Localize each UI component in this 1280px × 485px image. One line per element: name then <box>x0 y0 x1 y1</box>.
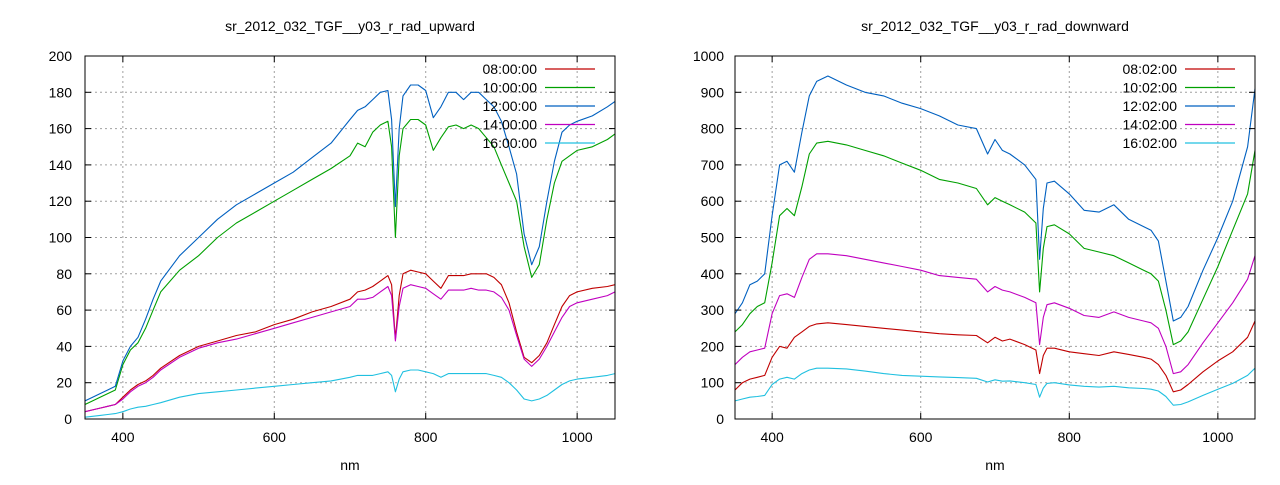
x-tick-label: 800 <box>1058 429 1082 445</box>
series-line-1 <box>735 320 1255 393</box>
y-tick-label: 40 <box>56 338 72 354</box>
legend-label: 16:02:00 <box>1123 135 1178 151</box>
y-tick-label: 200 <box>49 48 73 64</box>
y-tick-label: 20 <box>56 375 72 391</box>
y-tick-label: 60 <box>56 302 72 318</box>
legend-label: 12:02:00 <box>1123 98 1178 114</box>
legend-label: 14:00:00 <box>483 117 538 133</box>
x-tick-label: 1000 <box>562 429 593 445</box>
legend: 08:02:00 10:02:00 12:02:00 14:02:00 16:02:00 <box>1123 61 1235 151</box>
y-tick-label: 0 <box>716 411 724 427</box>
chart-title: sr_2012_032_TGF__y03_r_rad_downward <box>861 18 1129 34</box>
chart-title: sr_2012_032_TGF__y03_r_rad_upward <box>225 18 475 34</box>
y-tick-label: 100 <box>701 375 725 391</box>
legend-label: 08:02:00 <box>1123 61 1178 77</box>
legend-label: 10:00:00 <box>483 80 538 96</box>
y-tick-label: 600 <box>701 193 725 209</box>
series-line-2 <box>85 118 615 405</box>
chart-panel-2: 400 600 800 1000 0 100 200 300 400 500 600 700 800 90… <box>693 18 1256 473</box>
y-tick-label: 900 <box>701 84 725 100</box>
y-tick-label: 300 <box>701 302 725 318</box>
y-tick-label: 140 <box>49 157 73 173</box>
y-tick-label: 120 <box>49 193 73 209</box>
x-axis-label: nm <box>340 457 359 473</box>
x-tick-label: 400 <box>760 429 784 445</box>
chart-panel-1: 400 600 800 1000 0 20 40 60 80 100 120 140 160 180 200… <box>49 18 616 473</box>
series-line-3 <box>735 75 1255 322</box>
y-tick-label: 1000 <box>693 48 724 64</box>
y-tick-label: 700 <box>701 157 725 173</box>
x-tick-label: 400 <box>111 429 135 445</box>
y-tick-label: 160 <box>49 121 73 137</box>
y-tick-label: 80 <box>56 266 72 282</box>
series-line-5 <box>85 369 615 418</box>
y-tick-label: 100 <box>49 230 73 246</box>
legend-label: 12:00:00 <box>483 98 538 114</box>
legend: 08:00:00 10:00:00 12:00:00 14:00:00 16:00:00 <box>483 61 595 151</box>
y-tick-label: 180 <box>49 84 73 100</box>
series-line-1 <box>85 269 615 413</box>
series-line-4 <box>85 284 615 413</box>
x-tick-label: 600 <box>909 429 933 445</box>
legend-label: 10:02:00 <box>1123 80 1178 96</box>
series-line-2 <box>735 140 1255 346</box>
legend-label: 08:00:00 <box>483 61 538 77</box>
y-tick-label: 800 <box>701 121 725 137</box>
series-line-4 <box>735 253 1255 375</box>
y-tick-label: 400 <box>701 266 725 282</box>
series-group <box>85 84 615 418</box>
series-group <box>735 75 1255 406</box>
x-tick-label: 600 <box>263 429 287 445</box>
y-tick-label: 0 <box>64 411 72 427</box>
y-tick-label: 200 <box>701 338 725 354</box>
x-tick-label: 800 <box>414 429 438 445</box>
series-line-5 <box>735 367 1255 406</box>
x-tick-label: 1000 <box>1202 429 1233 445</box>
series-line-3 <box>85 84 615 402</box>
y-tick-label: 500 <box>701 230 725 246</box>
legend-label: 16:00:00 <box>483 135 538 151</box>
x-axis-label: nm <box>985 457 1004 473</box>
legend-label: 14:02:00 <box>1123 117 1178 133</box>
